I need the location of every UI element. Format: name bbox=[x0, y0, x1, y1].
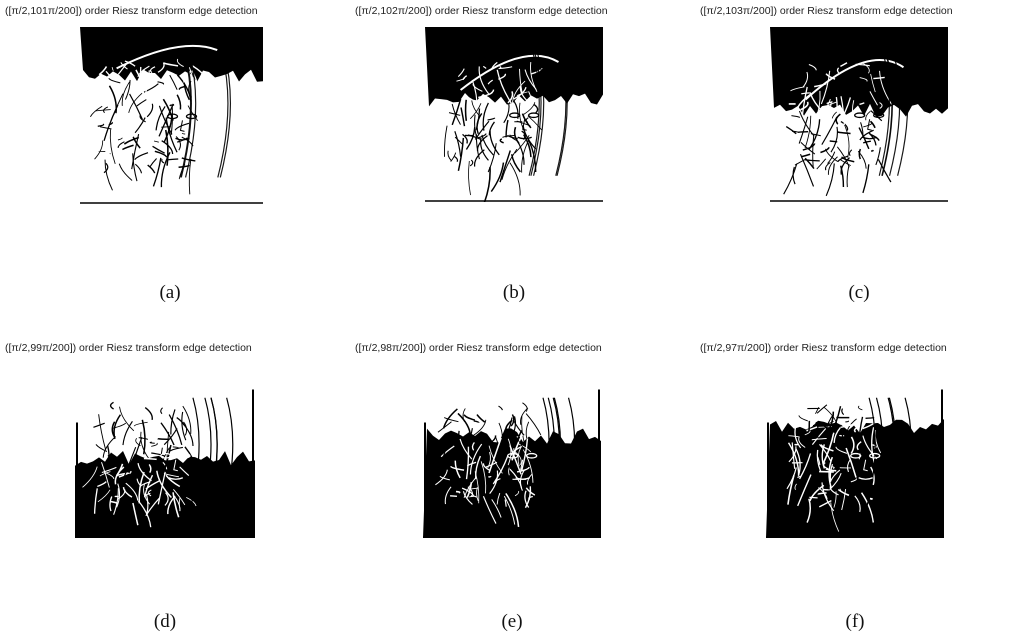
edge-image bbox=[770, 27, 948, 202]
panel-title: ([π/2,99π/200]) order Riesz transform ed… bbox=[5, 342, 252, 354]
edge-image bbox=[425, 27, 603, 202]
panel-title: ([π/2,102π/200]) order Riesz transform e… bbox=[355, 5, 608, 17]
panel-title: ([π/2,98π/200]) order Riesz transform ed… bbox=[355, 342, 602, 354]
panel-caption: (e) bbox=[501, 611, 523, 632]
edge-image bbox=[80, 27, 263, 204]
panel-title: ([π/2,103π/200]) order Riesz transform e… bbox=[700, 5, 953, 17]
panel-caption: (c) bbox=[848, 282, 870, 303]
edge-image bbox=[423, 373, 601, 538]
panel-caption: (d) bbox=[153, 611, 177, 632]
panel-caption: (a) bbox=[159, 282, 181, 303]
edge-image bbox=[75, 373, 255, 538]
panel-title: ([π/2,97π/200]) order Riesz transform ed… bbox=[700, 342, 947, 354]
panel-caption: (b) bbox=[502, 282, 526, 303]
panel-title: ([π/2,101π/200]) order Riesz transform e… bbox=[5, 5, 258, 17]
edge-image bbox=[766, 373, 944, 538]
panel-caption: (f) bbox=[845, 611, 865, 632]
